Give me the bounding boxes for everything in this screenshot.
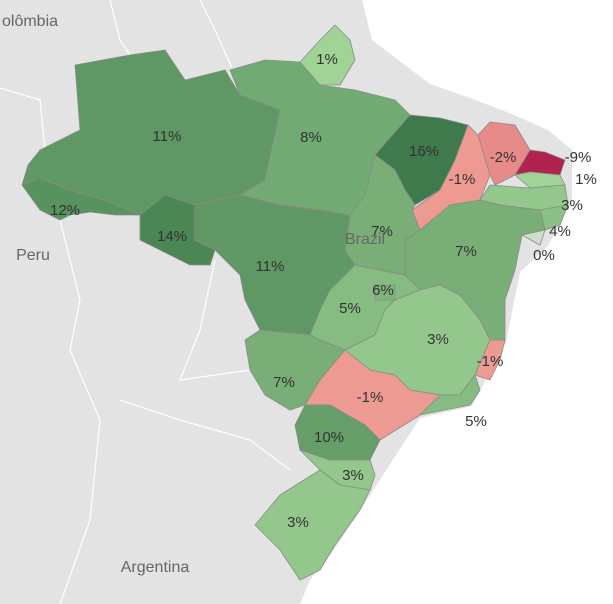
border-line — [199, 0, 233, 69]
value-label: 3% — [287, 514, 309, 531]
state-region — [254, 469, 371, 581]
state-region — [514, 171, 566, 189]
value-label: 11% — [153, 128, 182, 145]
value-label: -1% — [357, 389, 384, 406]
value-label: 16% — [409, 143, 439, 160]
border-line — [119, 399, 291, 471]
state-region — [419, 374, 481, 416]
state-region — [299, 24, 356, 86]
border-line — [0, 87, 46, 151]
labels: 12% 11% 8% 1% 16% -1% -2% -9% 1% 3% 4% 0% 7% 7% 14% 11%… — [2, 13, 597, 576]
ocean — [300, 0, 613, 604]
value-label: 4% — [549, 223, 571, 240]
value-label: 1% — [575, 171, 597, 188]
border-line — [59, 219, 101, 604]
value-label: 12% — [50, 202, 80, 219]
value-label: 14% — [157, 228, 187, 245]
border-line — [109, 0, 131, 56]
value-label: -1% — [449, 171, 476, 188]
value-label: 7% — [273, 374, 295, 391]
value-label: 7% — [371, 223, 393, 240]
value-label: 3% — [342, 467, 364, 484]
value-label: -2% — [490, 149, 517, 166]
value-label: 5% — [339, 300, 361, 317]
state-region — [139, 194, 216, 266]
value-label: 6% — [372, 282, 394, 299]
value-label: -9% — [565, 149, 592, 166]
value-label: 11% — [256, 258, 285, 275]
country-label: Argentina — [121, 559, 190, 576]
value-label: 3% — [427, 331, 449, 348]
value-label: 7% — [455, 243, 477, 260]
value-label: 0% — [533, 247, 555, 264]
country-label: Brazil — [345, 231, 385, 248]
value-label: 10% — [314, 429, 344, 446]
states — [21, 24, 569, 581]
value-label: 1% — [316, 51, 338, 68]
border-line — [179, 259, 251, 381]
value-label: 5% — [465, 413, 487, 430]
country-label: olômbia — [2, 13, 58, 30]
country-borders — [0, 0, 291, 604]
value-label: 8% — [300, 129, 322, 146]
state-region — [474, 339, 506, 381]
country-label: Peru — [16, 247, 50, 264]
value-label: -1% — [477, 353, 504, 370]
value-label: 3% — [561, 197, 583, 214]
